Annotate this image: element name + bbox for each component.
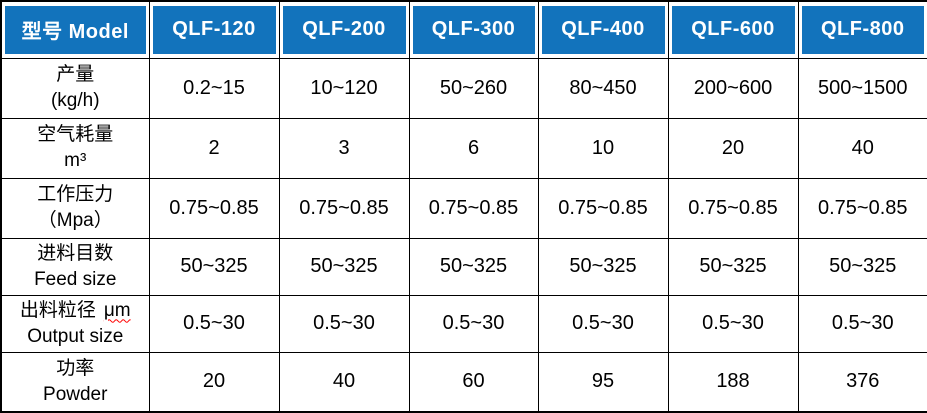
table-row-capacity: 产量 (kg/h) 0.2~15 10~120 50~260 80~450 20… (0, 57, 927, 119)
cell-feed-qlf-400: 50~325 (537, 237, 669, 296)
cell-air-qlf-400: 10 (537, 117, 669, 179)
row-label-zh: 空气耗量 (37, 124, 114, 145)
row-label-feed-size: 进料目数 Feed size (0, 237, 150, 296)
table-row-air-consumption: 空气耗量 m³ 2 3 6 10 20 40 (0, 117, 927, 179)
row-label-working-pressure: 工作压力 （Mpa） (0, 177, 150, 239)
cell-air-qlf-200: 3 (278, 117, 410, 179)
header-fill: QLF-200 (282, 6, 406, 54)
header-cell-qlf-300: QLF-300 (408, 0, 539, 59)
header-cell-model: 型号 Model (0, 0, 150, 59)
cell-output-qlf-120: 0.5~30 (148, 294, 280, 353)
cell-power-qlf-200: 40 (278, 351, 410, 413)
header-cell-qlf-120: QLF-120 (148, 0, 280, 59)
row-label-air-consumption: 空气耗量 m³ (0, 117, 150, 179)
cell-feed-qlf-600: 50~325 (667, 237, 799, 296)
header-fill: 型号 Model (5, 6, 146, 54)
cell-pressure-qlf-600: 0.75~0.85 (667, 177, 799, 239)
table-row-feed-size: 进料目数 Feed size 50~325 50~325 50~325 50~3… (0, 237, 927, 296)
cell-capacity-qlf-600: 200~600 (667, 57, 799, 119)
cell-power-qlf-600: 188 (667, 351, 799, 413)
header-fill: QLF-800 (801, 6, 924, 54)
cell-air-qlf-600: 20 (667, 117, 799, 179)
cell-air-qlf-120: 2 (148, 117, 280, 179)
cell-pressure-qlf-200: 0.75~0.85 (278, 177, 410, 239)
cell-feed-qlf-120: 50~325 (148, 237, 280, 296)
cell-power-qlf-300: 60 (408, 351, 539, 413)
column-header-label: QLF-200 (302, 18, 386, 41)
cell-capacity-qlf-120: 0.2~15 (148, 57, 280, 119)
header-fill: QLF-300 (412, 6, 535, 54)
column-header-label: QLF-600 (691, 18, 775, 41)
header-cell-qlf-600: QLF-600 (667, 0, 799, 59)
row-label-en: Output size (27, 325, 124, 347)
header-cell-qlf-400: QLF-400 (537, 0, 669, 59)
cell-output-qlf-300: 0.5~30 (408, 294, 539, 353)
cell-output-qlf-600: 0.5~30 (667, 294, 799, 353)
cell-output-qlf-800: 0.5~30 (797, 294, 927, 353)
row-label-zh: 产量 (56, 64, 95, 85)
cell-feed-qlf-800: 50~325 (797, 237, 927, 296)
model-header-label: 型号 Model (21, 21, 129, 44)
cell-pressure-qlf-120: 0.75~0.85 (148, 177, 280, 239)
header-fill: QLF-120 (152, 6, 276, 54)
cell-power-qlf-120: 20 (148, 351, 280, 413)
cell-pressure-qlf-300: 0.75~0.85 (408, 177, 539, 239)
column-header-label: QLF-800 (820, 18, 905, 41)
cell-capacity-qlf-300: 50~260 (408, 57, 539, 119)
column-header-label: QLF-400 (561, 18, 645, 41)
cell-power-qlf-400: 95 (537, 351, 669, 413)
row-label-zh: 功率 (56, 357, 95, 379)
cell-pressure-qlf-800: 0.75~0.85 (797, 177, 927, 239)
row-label-en: （Mpa） (37, 210, 113, 231)
cell-feed-qlf-300: 50~325 (408, 237, 539, 296)
table-row-working-pressure: 工作压力 （Mpa） 0.75~0.85 0.75~0.85 0.75~0.85… (0, 177, 927, 239)
row-label-en: (kg/h) (50, 90, 100, 111)
cell-power-qlf-800: 376 (797, 351, 927, 413)
unit-label-spellchecked: μm (103, 299, 131, 321)
cell-output-qlf-400: 0.5~30 (537, 294, 669, 353)
cell-air-qlf-800: 40 (797, 117, 927, 179)
column-header-label: QLF-120 (172, 18, 256, 41)
row-label-en: m³ (64, 150, 87, 171)
row-label-en: Powder (43, 383, 108, 405)
header-row: 型号 Model QLF-120 QLF-200 QLF-300 QLF-400 (0, 0, 927, 59)
row-label-zh: 出料粒径 μm (19, 299, 131, 321)
table-row-power: 功率 Powder 20 40 60 95 188 376 (0, 351, 927, 413)
row-label-output-size: 出料粒径 μm Output size (0, 294, 150, 353)
header-cell-qlf-200: QLF-200 (278, 0, 410, 59)
cell-output-qlf-200: 0.5~30 (278, 294, 410, 353)
cell-pressure-qlf-400: 0.75~0.85 (537, 177, 669, 239)
cell-capacity-qlf-200: 10~120 (278, 57, 410, 119)
row-label-power: 功率 Powder (0, 351, 150, 413)
row-label-en: Feed size (34, 268, 117, 290)
row-label-zh: 工作压力 (37, 184, 114, 205)
header-cell-qlf-800: QLF-800 (797, 0, 927, 59)
header-fill: QLF-400 (541, 6, 665, 54)
cell-air-qlf-300: 6 (408, 117, 539, 179)
cell-capacity-qlf-400: 80~450 (537, 57, 669, 119)
cell-capacity-qlf-800: 500~1500 (797, 57, 927, 119)
column-header-label: QLF-300 (431, 18, 516, 41)
table-row-output-size: 出料粒径 μm Output size 0.5~30 0.5~30 0.5~30 … (0, 294, 927, 353)
row-label-capacity: 产量 (kg/h) (0, 57, 150, 119)
header-fill: QLF-600 (671, 6, 795, 54)
row-label-zh: 进料目数 (37, 242, 114, 264)
cell-feed-qlf-200: 50~325 (278, 237, 410, 296)
